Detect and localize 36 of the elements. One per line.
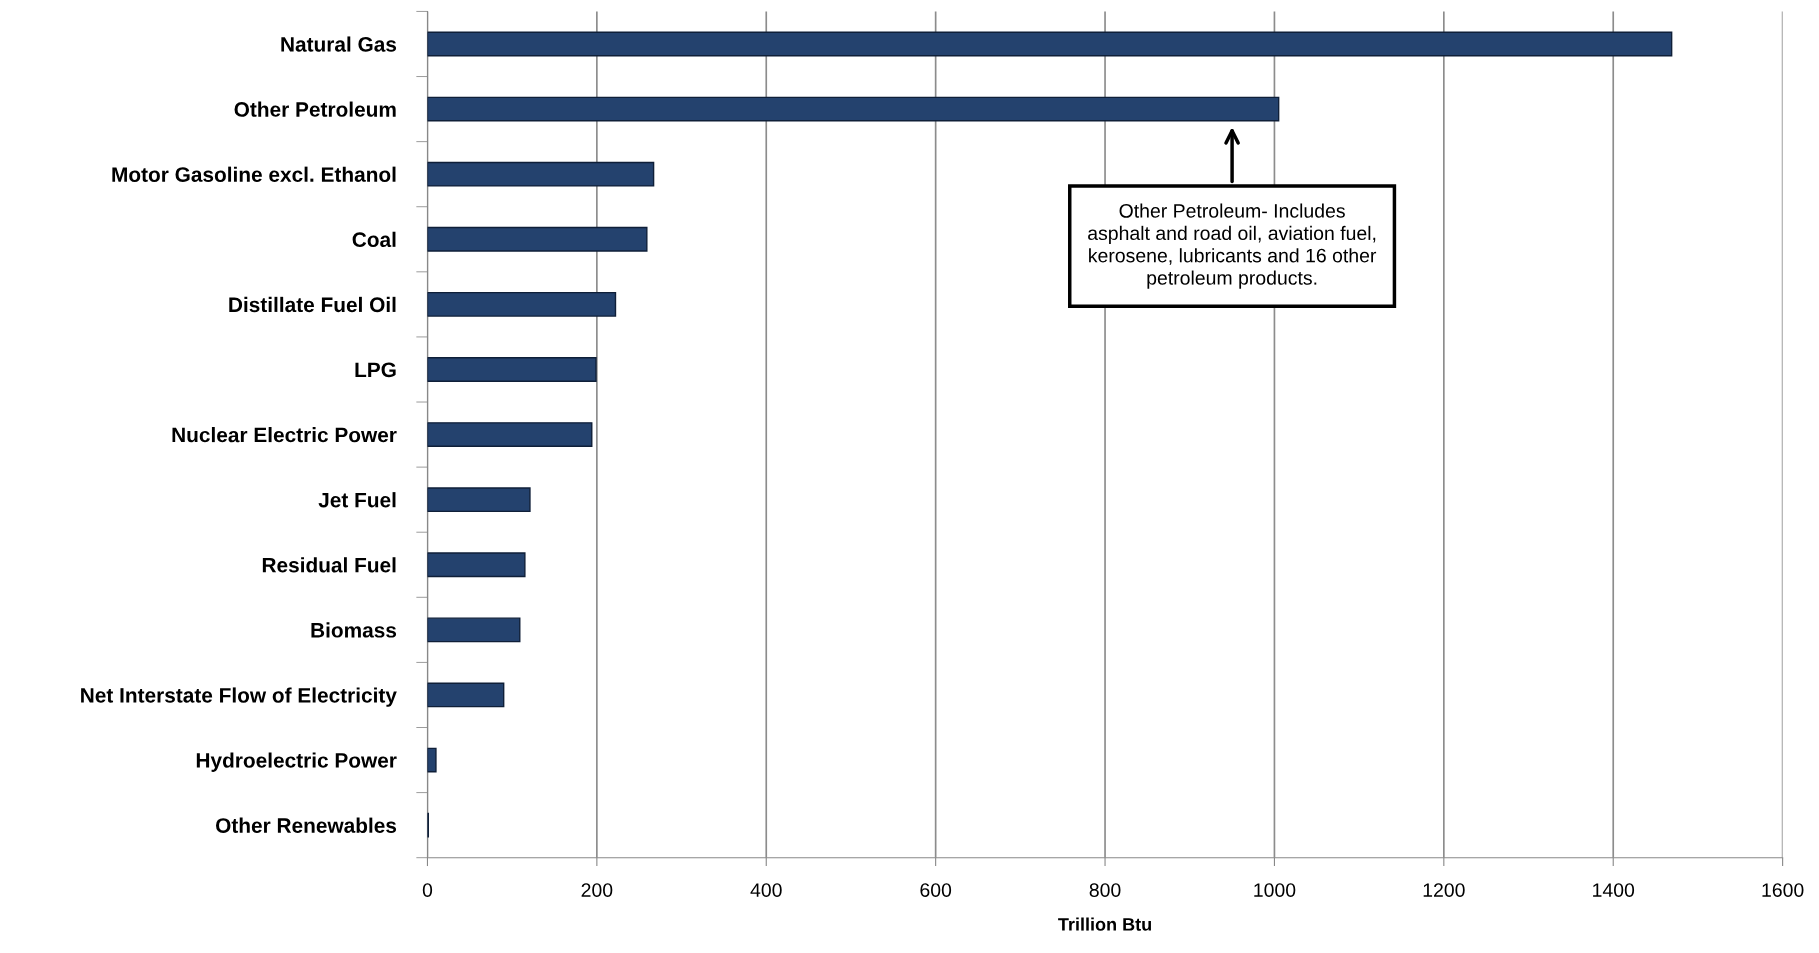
x-tick-label: 1000 (1254, 883, 1296, 897)
bar (427, 31, 1673, 57)
x-tick-label: 200 (581, 883, 613, 897)
y-tick-label: Other Renewables (216, 817, 397, 833)
bar (427, 552, 526, 578)
bar (427, 682, 505, 708)
y-tick-label: LPG (355, 362, 396, 378)
x-tick-label: 1400 (1593, 883, 1635, 897)
annotation: Other Petroleum- Includes asphalt and road oil, aviation fuel, kerosene, lubricants and 16 other petroleum products. (1088, 203, 1377, 289)
y-tick-label: Natural Gas (281, 36, 397, 52)
y-tick-label: Net Interstate Flow of Electricity (81, 687, 397, 707)
bar (427, 357, 597, 382)
x-tick-label: 1600 (1762, 883, 1804, 897)
y-tick-label: Other Petroleum (234, 101, 396, 117)
x-axis-title: Trillion Btu (1058, 917, 1151, 931)
bar (427, 96, 1280, 122)
x-tick-label: 400 (750, 883, 782, 897)
y-tick-label: Motor Gasoline excl. Ethanol (112, 166, 396, 182)
bar (427, 747, 437, 773)
y-tick-label: Biomass (311, 622, 397, 638)
bar (427, 617, 521, 643)
x-tick-label: 600 (920, 883, 952, 897)
bar (427, 226, 648, 252)
y-tick-label: Jet Fuel (318, 492, 396, 508)
bar (427, 487, 531, 513)
x-tick-label: 1200 (1423, 883, 1465, 897)
y-tick-label: Coal (352, 231, 396, 248)
y-tick-label: Distillate Fuel Oil (229, 296, 396, 313)
y-tick-label: Nuclear Electric Power (172, 427, 397, 443)
bar (427, 291, 617, 317)
x-tick-label: 0 (422, 883, 433, 897)
y-tick-label: Hydroelectric Power (196, 752, 397, 772)
y-tick-label: Residual Fuel (262, 557, 396, 573)
x-tick-label: 800 (1089, 883, 1121, 897)
bar (427, 422, 593, 447)
bar (427, 161, 655, 187)
